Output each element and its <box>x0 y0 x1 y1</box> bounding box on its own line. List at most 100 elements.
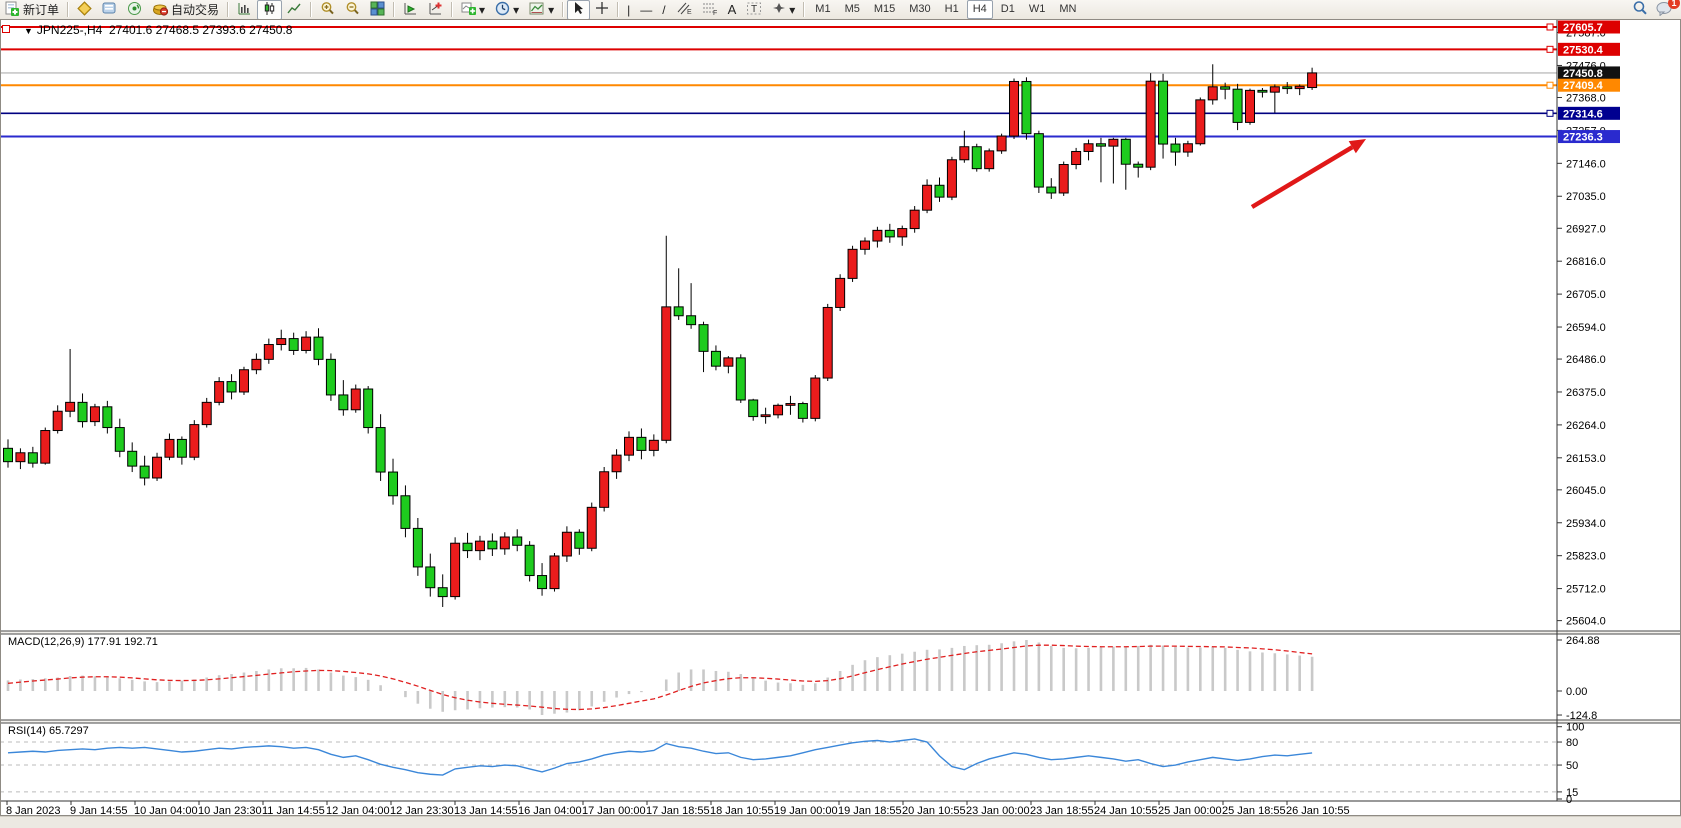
date-label: 16 Jan 04:00 <box>518 805 582 817</box>
candle-body <box>89 406 100 423</box>
price-badge <box>1558 20 1620 34</box>
cursor-tool-button[interactable] <box>567 0 591 20</box>
candle-body <box>251 358 262 371</box>
timeframe-button-m1[interactable]: M1 <box>815 3 831 15</box>
timeframe-button-d1[interactable]: D1 <box>1000 3 1015 15</box>
date-label: 25 Jan 00:00 <box>1158 805 1222 817</box>
metaeditor-button[interactable] <box>72 0 97 20</box>
candle-body <box>201 401 212 426</box>
price-badge <box>1558 106 1620 120</box>
indicators-add-icon <box>428 1 443 19</box>
shapes-dropdown[interactable]: ▾ <box>767 0 800 20</box>
candle-body <box>859 240 870 250</box>
price-tick-label: 27146.0 <box>1566 158 1606 170</box>
annotation-arrowhead[interactable] <box>1348 139 1366 154</box>
rsi-indicator-label: RSI(14) 65.7297 <box>8 725 89 737</box>
line-chart-icon <box>287 1 302 19</box>
price-badge <box>1558 42 1620 56</box>
autotrading-button[interactable]: 自动交易 <box>147 0 224 20</box>
date-label: 20 Jan 10:55 <box>902 805 966 817</box>
new-order-button[interactable]: 新订单 <box>0 0 64 20</box>
period-dropdown[interactable]: ▾ <box>490 0 524 20</box>
candle-body <box>1257 89 1268 93</box>
text-icon: A <box>727 1 737 17</box>
price-tick-label: 26927.0 <box>1566 223 1606 235</box>
candle-body <box>412 527 423 568</box>
crosshair-tool-button[interactable] <box>590 0 614 20</box>
pane-splitter[interactable] <box>0 631 1681 634</box>
text-tool[interactable]: A <box>723 0 742 20</box>
chart-title: ▼ JPN225-,H4 27401.6 27468.5 27393.6 2745… <box>24 23 292 37</box>
zoom-in-button[interactable] <box>315 0 340 20</box>
candle-body <box>524 544 535 577</box>
channel-tool[interactable]: E <box>671 0 697 20</box>
timeframe-button-mn[interactable]: MN <box>1059 3 1077 15</box>
template-dropdown[interactable]: ▾ <box>524 0 559 20</box>
search-icon[interactable] <box>1632 0 1648 19</box>
price-badge-label: 27530.4 <box>1563 44 1604 56</box>
candlestick-chart-button[interactable] <box>257 0 283 20</box>
new-chart-icon <box>461 1 477 19</box>
price-badge <box>1558 130 1620 144</box>
price-tick-label: 26153.0 <box>1566 453 1606 465</box>
data-window-icon <box>102 1 117 19</box>
price-tick-label: 26264.0 <box>1566 420 1606 432</box>
toolbar-separator <box>562 2 565 17</box>
candle-body <box>748 399 759 418</box>
line-chart-button[interactable] <box>282 0 307 20</box>
trendline-tool[interactable]: / <box>657 0 670 20</box>
candle-body <box>624 436 634 456</box>
metaeditor-icon <box>77 0 92 19</box>
line-handle[interactable] <box>1546 81 1554 89</box>
candle-body <box>1046 186 1057 194</box>
indicators-add-button[interactable] <box>423 0 448 20</box>
new-chart-dropdown[interactable]: ▾ <box>456 0 490 20</box>
price-tick-label: 27368.0 <box>1566 92 1606 104</box>
price-badge-label: 27314.6 <box>1563 108 1603 120</box>
indicators-icon <box>403 1 418 19</box>
timeframe-button-w1[interactable]: W1 <box>1028 3 1046 15</box>
timeframe-button-m15[interactable]: M15 <box>873 3 896 15</box>
candle-body <box>425 566 436 589</box>
line-handle[interactable] <box>1546 109 1554 117</box>
timeframe-button-h4[interactable]: H4 <box>966 0 993 19</box>
date-label: 10 Jan 04:00 <box>134 805 198 817</box>
candle-body <box>350 388 361 411</box>
candle-body <box>450 542 461 598</box>
zoom-out-button[interactable] <box>340 0 365 20</box>
notifications-button[interactable]: 1 <box>1656 0 1680 19</box>
timeframe-button-m30[interactable]: M30 <box>909 3 931 15</box>
candle-body <box>474 540 485 552</box>
candle-body <box>723 357 734 367</box>
signals-button[interactable] <box>122 0 147 20</box>
candle-body <box>648 439 659 451</box>
vertical-line-tool[interactable]: | <box>622 0 635 20</box>
chart-title-caret-icon[interactable]: ▼ <box>24 26 33 36</box>
candle-body <box>276 338 287 346</box>
notification-badge: 1 <box>1668 0 1680 9</box>
candle-body <box>686 315 697 326</box>
candle-body <box>549 555 560 590</box>
candle-body <box>40 430 51 464</box>
timeframe-button-h1[interactable]: H1 <box>944 3 959 15</box>
trendline-handle[interactable] <box>2 25 10 33</box>
data-window-button[interactable] <box>97 0 122 20</box>
candle-body <box>1083 143 1094 152</box>
horizontal-line-tool[interactable]: — <box>635 0 657 20</box>
date-label: 12 Jan 04:00 <box>326 805 390 817</box>
line-handle[interactable] <box>1546 45 1554 53</box>
bar-chart-button[interactable] <box>232 0 257 20</box>
annotation-arrow[interactable] <box>1250 145 1354 209</box>
fibonacci-tool[interactable]: F <box>697 0 723 20</box>
rsi-tick-label: 100 <box>1566 722 1584 734</box>
line-handle[interactable] <box>1546 23 1554 31</box>
candle-body <box>338 394 349 411</box>
price-tick-label: 25823.0 <box>1566 551 1606 563</box>
text-label-tool[interactable]: T <box>741 0 767 20</box>
tile-windows-button[interactable] <box>365 0 390 20</box>
timeframe-button-m5[interactable]: M5 <box>844 3 860 15</box>
candle-body <box>52 410 63 432</box>
indicators-button[interactable] <box>398 0 423 20</box>
channel-icon: E <box>676 1 692 19</box>
pane-splitter[interactable] <box>0 720 1681 723</box>
